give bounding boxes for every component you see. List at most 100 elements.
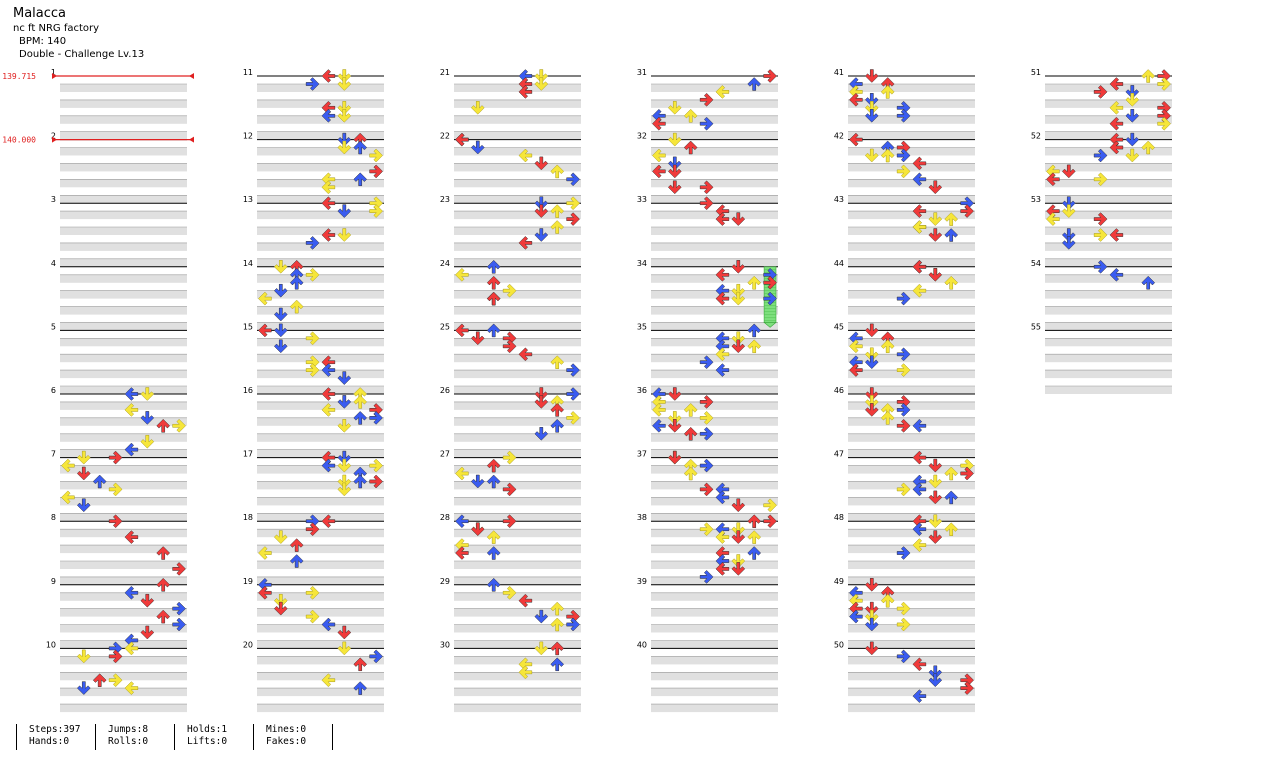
beat-band [651,115,778,124]
arrow-up-icon [550,403,565,417]
arrow-down-icon [337,140,352,155]
arrow-right-icon [172,601,186,616]
arrow-down-icon [667,164,682,179]
arrow-down-icon [76,498,91,513]
arrow-left-icon [715,291,730,306]
arrow-down-icon [928,665,943,680]
beat-band [60,322,187,331]
arrow-down-icon [928,212,943,226]
measure-number: 34 [637,259,647,268]
beat-band [454,592,581,601]
arrow-left-icon [518,148,533,163]
beat-band [60,688,187,697]
beat-band [848,640,975,649]
arrow-left-icon [715,85,730,99]
arrow-right-icon [305,355,320,370]
beat-band [848,99,975,108]
measure-number: 26 [440,386,450,395]
beat-band [1045,163,1172,172]
beat-band [60,179,187,188]
arrow-up-icon [289,275,304,290]
arrow-left-icon [61,490,75,505]
beat-band [60,656,187,665]
measure-48: 48 [834,513,975,585]
beat-band [848,338,975,347]
arrow-right-icon [502,283,517,298]
beat-band [60,576,187,585]
arrow-down-icon [864,578,879,592]
arrow-right-icon [896,148,911,163]
beat-band [60,258,187,267]
beat-band [454,386,581,394]
arrow-right-icon [896,546,911,560]
arrow-left-icon [1109,132,1124,147]
beat-band [651,242,778,251]
stat-value: Holds:1 [187,724,228,735]
beat-band [1045,195,1172,204]
arrow-up-icon [880,411,895,425]
measure-number: 23 [440,195,450,204]
measure-number: 50 [834,640,844,649]
arrow-down-icon [534,427,549,441]
measure-number: 42 [834,132,844,141]
arrow-up-icon [1141,140,1156,155]
arrow-left-icon [715,204,730,218]
arrow-down-icon [864,101,879,115]
arrow-left-icon [455,323,469,338]
beat-band [60,290,187,299]
arrow-left-icon [912,418,927,433]
beat-band [651,688,778,697]
beat-band [848,131,975,140]
beat-band [257,147,384,156]
measure-14: 14 [243,259,384,331]
beat-band [651,672,778,681]
arrow-down-icon [1125,132,1140,147]
measure-number: 17 [243,450,253,459]
arrow-left-icon [849,77,863,91]
beat-band [454,227,581,235]
arrow-right-icon [566,609,580,624]
arrow-up-icon [880,593,895,608]
arrow-right-icon [763,69,777,83]
bpm-change-left-tick [52,73,57,79]
arrow-up-icon [353,474,368,489]
beat-band [257,497,384,506]
stat-value: Mines:0 [266,724,307,735]
arrow-down-icon [731,554,746,568]
arrow-left-icon [321,514,336,529]
arrow-down-icon [337,625,352,640]
beat-band [651,211,778,220]
measure-43: 43 [834,195,975,267]
beat-band [454,306,581,315]
arrow-left-icon [715,482,730,497]
beat-band [848,179,975,188]
arrow-left-icon [124,641,139,656]
beat-band [257,529,384,538]
beat-band [454,545,581,554]
arrow-left-icon [258,323,272,338]
beat-band [848,322,975,331]
beat-band [60,131,187,140]
arrow-left-icon [455,267,469,282]
beat-band [257,624,384,633]
arrow-down-icon [864,641,879,656]
beat-band [848,481,975,490]
arrow-left-icon [715,212,730,226]
arrow-down-icon [76,681,91,695]
beat-band [60,640,187,649]
arrow-left-icon [1109,228,1124,242]
arrow-right-icon [305,363,320,377]
arrow-down-icon [1061,228,1076,242]
measure-number: 53 [1031,195,1041,204]
arrow-right-icon [1157,69,1171,83]
bpm-change-value: 139.715 [2,72,36,81]
arrow-left-icon [715,490,730,505]
arrow-down-icon [864,387,879,401]
arrow-right-icon [896,649,911,664]
arrow-left-icon [1109,140,1124,155]
arrow-right-icon [369,474,383,489]
measure-number: 28 [440,513,450,522]
arrow-left-icon [715,363,730,377]
stat-value: Jumps:8 [108,724,149,735]
beat-band [651,656,778,665]
